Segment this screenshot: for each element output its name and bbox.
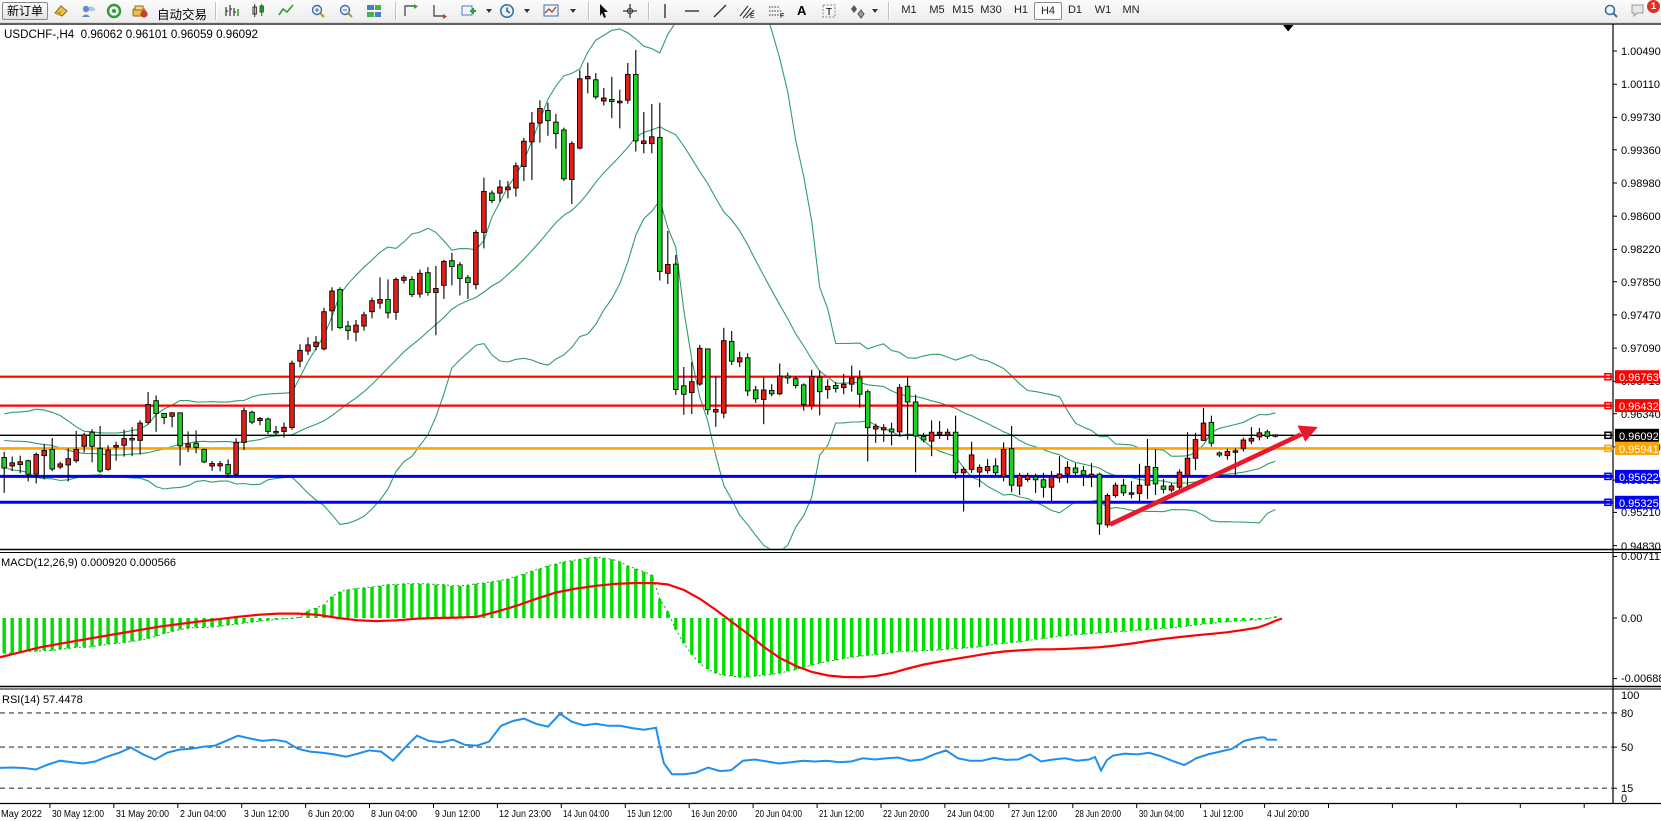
- svg-text:1.00490: 1.00490: [1621, 46, 1661, 58]
- svg-text:16 Jun 20:00: 16 Jun 20:00: [691, 808, 737, 820]
- svg-text:27 Jun 12:00: 27 Jun 12:00: [1011, 808, 1057, 820]
- svg-text:50: 50: [1621, 742, 1633, 754]
- svg-text:0.97090: 0.97090: [1621, 343, 1661, 355]
- svg-text:15: 15: [1621, 783, 1633, 795]
- svg-text:May 2022: May 2022: [1, 808, 42, 820]
- svg-text:0.00711: 0.00711: [1621, 551, 1660, 563]
- svg-text:24 Jun 04:00: 24 Jun 04:00: [947, 808, 994, 820]
- svg-text:4 Jul 20:00: 4 Jul 20:00: [1267, 808, 1309, 820]
- svg-text:0.95622: 0.95622: [1619, 472, 1659, 484]
- svg-text:21 Jun 12:00: 21 Jun 12:00: [819, 808, 864, 820]
- svg-text:8 Jun 04:00: 8 Jun 04:00: [371, 808, 417, 820]
- svg-text:80: 80: [1621, 708, 1633, 720]
- svg-text:22 Jun 20:00: 22 Jun 20:00: [883, 808, 929, 820]
- svg-text:2 Jun 04:00: 2 Jun 04:00: [180, 808, 226, 820]
- svg-text:100: 100: [1621, 690, 1639, 702]
- svg-text:1 Jul 12:00: 1 Jul 12:00: [1203, 808, 1243, 820]
- svg-text:3 Jun 12:00: 3 Jun 12:00: [244, 808, 289, 820]
- svg-text:T: T: [826, 7, 832, 18]
- svg-text:0.98980: 0.98980: [1621, 178, 1661, 190]
- svg-text:0.97470: 0.97470: [1621, 310, 1661, 322]
- svg-text:0.98220: 0.98220: [1621, 244, 1661, 256]
- svg-text:30 May 12:00: 30 May 12:00: [52, 808, 104, 820]
- svg-text:MACD(12,26,9) 0.000920 0.00056: MACD(12,26,9) 0.000920 0.000566: [1, 557, 176, 569]
- svg-text:0.99360: 0.99360: [1621, 145, 1661, 157]
- svg-text:0.94830: 0.94830: [1621, 541, 1661, 553]
- svg-text:30 Jun 04:00: 30 Jun 04:00: [1139, 808, 1184, 820]
- svg-text:0.97850: 0.97850: [1621, 277, 1661, 289]
- svg-text:0.95941: 0.95941: [1619, 444, 1659, 456]
- svg-text:RSI(14) 57.4478: RSI(14) 57.4478: [2, 694, 83, 706]
- svg-text:0.95210: 0.95210: [1621, 507, 1661, 519]
- svg-text:0.95325: 0.95325: [1619, 498, 1659, 510]
- svg-text:-0.006888: -0.006888: [1621, 673, 1661, 685]
- svg-text:12 Jun 23:00: 12 Jun 23:00: [499, 808, 551, 820]
- svg-text:9 Jun 12:00: 9 Jun 12:00: [435, 808, 480, 820]
- svg-text:0: 0: [1621, 793, 1627, 805]
- svg-text:0.96763: 0.96763: [1619, 372, 1659, 384]
- svg-text:0.96432: 0.96432: [1619, 401, 1659, 413]
- svg-text:28 Jun 20:00: 28 Jun 20:00: [1075, 808, 1121, 820]
- svg-text:15 Jun 12:00: 15 Jun 12:00: [627, 808, 672, 820]
- svg-text:14 Jun 04:00: 14 Jun 04:00: [563, 808, 609, 820]
- svg-text:6 Jun 20:00: 6 Jun 20:00: [308, 808, 354, 820]
- svg-text:E: E: [750, 13, 755, 19]
- svg-text:1.00110: 1.00110: [1621, 79, 1660, 91]
- svg-text:0.99730: 0.99730: [1621, 112, 1661, 124]
- svg-text:20 Jun 04:00: 20 Jun 04:00: [755, 808, 802, 820]
- svg-text:0.98600: 0.98600: [1621, 211, 1661, 223]
- svg-text:0.96092: 0.96092: [1619, 431, 1659, 443]
- svg-text:0.00: 0.00: [1621, 613, 1642, 625]
- svg-text:F: F: [780, 13, 784, 19]
- svg-text:USDCHF-,H4 0.96062 0.96101 0.: USDCHF-,H4 0.96062 0.96101 0.96059 0.960…: [4, 29, 258, 41]
- svg-text:31 May 20:00: 31 May 20:00: [116, 808, 169, 820]
